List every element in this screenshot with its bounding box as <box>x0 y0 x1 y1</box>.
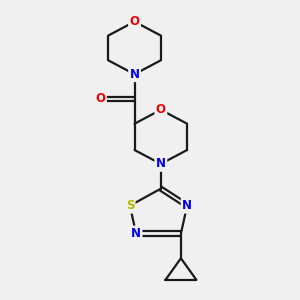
Text: N: N <box>130 68 140 81</box>
Text: N: N <box>131 227 141 240</box>
Text: N: N <box>156 158 166 170</box>
Text: N: N <box>182 199 192 212</box>
Text: O: O <box>156 103 166 116</box>
Text: S: S <box>126 199 134 212</box>
Text: O: O <box>95 92 106 106</box>
Text: O: O <box>130 15 140 28</box>
